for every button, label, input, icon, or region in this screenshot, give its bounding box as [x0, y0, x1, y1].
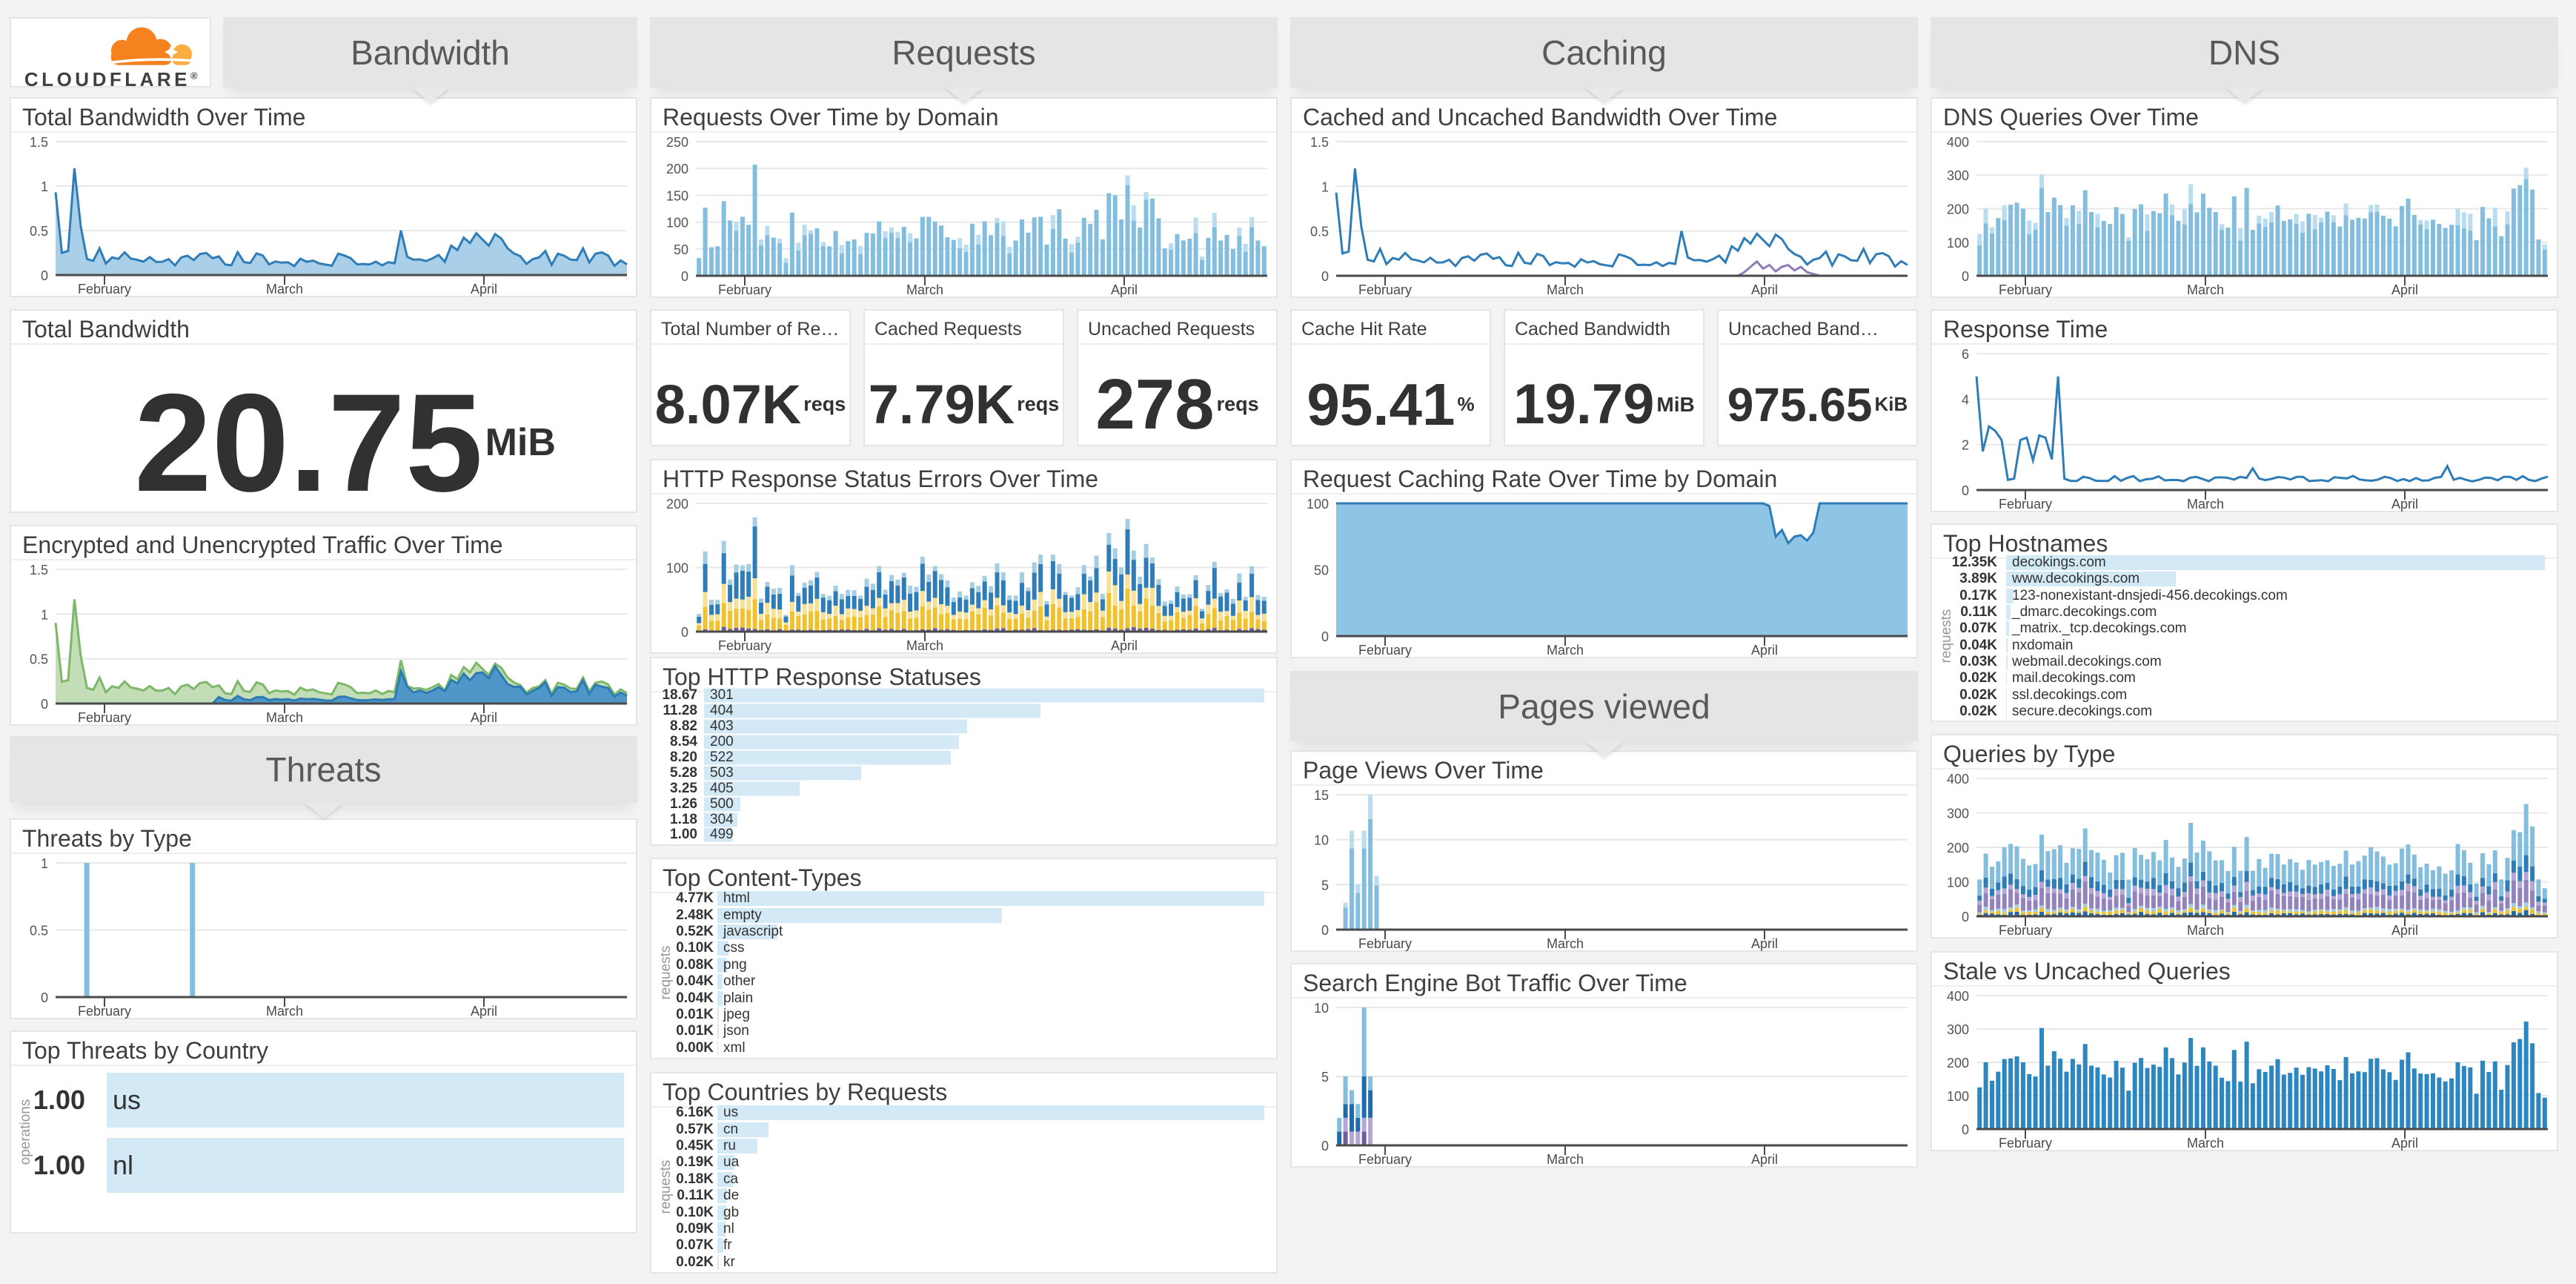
svg-text:300: 300 — [1947, 807, 1969, 821]
svg-text:February: February — [1358, 1152, 1412, 1167]
svg-text:100: 100 — [1947, 236, 1969, 251]
svg-text:400: 400 — [1947, 135, 1969, 150]
svg-text:0: 0 — [1321, 629, 1329, 644]
svg-text:0: 0 — [1321, 923, 1329, 938]
svg-text:400: 400 — [1947, 772, 1969, 787]
svg-text:February: February — [1999, 1136, 2052, 1151]
svg-text:0: 0 — [1321, 1139, 1329, 1154]
svg-text:250: 250 — [666, 135, 688, 150]
svg-text:4: 4 — [1962, 392, 1969, 407]
svg-text:10: 10 — [1314, 1001, 1329, 1016]
svg-text:300: 300 — [1947, 1022, 1969, 1037]
svg-text:0.5: 0.5 — [30, 924, 48, 939]
svg-text:February: February — [1358, 643, 1412, 658]
svg-text:10: 10 — [1314, 833, 1329, 848]
svg-text:0.5: 0.5 — [1310, 225, 1329, 239]
svg-text:6: 6 — [1962, 347, 1969, 362]
svg-text:1: 1 — [41, 607, 48, 622]
svg-text:March: March — [2187, 1136, 2224, 1151]
svg-text:March: March — [1547, 282, 1584, 297]
svg-text:March: March — [2187, 282, 2224, 297]
svg-text:April: April — [2391, 1136, 2418, 1151]
svg-text:200: 200 — [666, 497, 688, 512]
svg-text:0: 0 — [41, 268, 48, 283]
svg-text:April: April — [2391, 923, 2418, 938]
svg-text:March: March — [266, 282, 303, 297]
svg-text:April: April — [2391, 282, 2418, 297]
svg-text:0: 0 — [1962, 269, 1969, 284]
svg-text:400: 400 — [1947, 989, 1969, 1004]
svg-text:50: 50 — [674, 242, 688, 257]
svg-text:1: 1 — [1321, 179, 1329, 194]
svg-text:0: 0 — [1962, 1122, 1969, 1137]
svg-text:150: 150 — [666, 188, 688, 203]
svg-text:April: April — [1751, 936, 1778, 951]
svg-text:200: 200 — [666, 162, 688, 176]
svg-text:100: 100 — [666, 561, 688, 576]
svg-text:100: 100 — [1947, 876, 1969, 890]
svg-text:100: 100 — [1947, 1089, 1969, 1104]
svg-text:March: March — [906, 282, 943, 297]
svg-text:March: March — [1547, 936, 1584, 951]
svg-text:February: February — [1358, 282, 1412, 297]
svg-text:1: 1 — [41, 856, 48, 871]
svg-text:April: April — [471, 1004, 497, 1019]
svg-text:100: 100 — [1307, 497, 1329, 512]
svg-text:April: April — [471, 282, 497, 297]
svg-text:5: 5 — [1321, 878, 1329, 893]
svg-text:March: March — [1547, 643, 1584, 658]
svg-text:April: April — [2391, 497, 2418, 512]
svg-text:5: 5 — [1321, 1070, 1329, 1085]
svg-text:0: 0 — [41, 697, 48, 712]
svg-text:February: February — [1999, 923, 2052, 938]
svg-text:April: April — [1751, 1152, 1778, 1167]
svg-text:200: 200 — [1947, 1056, 1969, 1070]
svg-text:0: 0 — [1962, 483, 1969, 498]
svg-text:1.5: 1.5 — [1310, 135, 1329, 150]
svg-text:0: 0 — [1962, 910, 1969, 924]
svg-text:April: April — [1751, 643, 1778, 658]
svg-text:April: April — [1111, 282, 1138, 297]
svg-text:March: March — [266, 710, 303, 725]
svg-text:0.5: 0.5 — [30, 652, 48, 667]
svg-text:100: 100 — [666, 216, 688, 231]
svg-text:15: 15 — [1314, 788, 1329, 803]
svg-text:1.5: 1.5 — [30, 135, 48, 150]
svg-text:0: 0 — [1321, 269, 1329, 284]
svg-text:0: 0 — [681, 269, 688, 284]
svg-text:February: February — [718, 282, 771, 297]
svg-text:February: February — [1358, 936, 1412, 951]
svg-text:2: 2 — [1962, 438, 1969, 453]
svg-text:February: February — [1999, 282, 2052, 297]
svg-text:50: 50 — [1314, 563, 1329, 578]
svg-text:0: 0 — [41, 990, 48, 1005]
svg-text:February: February — [718, 638, 771, 653]
svg-text:300: 300 — [1947, 168, 1969, 183]
svg-text:March: March — [906, 638, 943, 653]
svg-text:0.5: 0.5 — [30, 224, 48, 239]
svg-text:March: March — [2187, 497, 2224, 512]
svg-text:1: 1 — [41, 179, 48, 194]
svg-text:February: February — [78, 710, 131, 725]
svg-text:February: February — [78, 1004, 131, 1019]
svg-text:April: April — [1111, 638, 1138, 653]
svg-text:0: 0 — [681, 625, 688, 640]
svg-text:March: March — [266, 1004, 303, 1019]
svg-text:February: February — [1999, 497, 2052, 512]
svg-text:200: 200 — [1947, 841, 1969, 856]
svg-text:1.5: 1.5 — [30, 563, 48, 578]
svg-text:April: April — [471, 710, 497, 725]
svg-text:March: March — [1547, 1152, 1584, 1167]
svg-text:March: March — [2187, 923, 2224, 938]
svg-text:April: April — [1751, 282, 1778, 297]
svg-text:200: 200 — [1947, 202, 1969, 217]
svg-text:February: February — [78, 282, 131, 297]
